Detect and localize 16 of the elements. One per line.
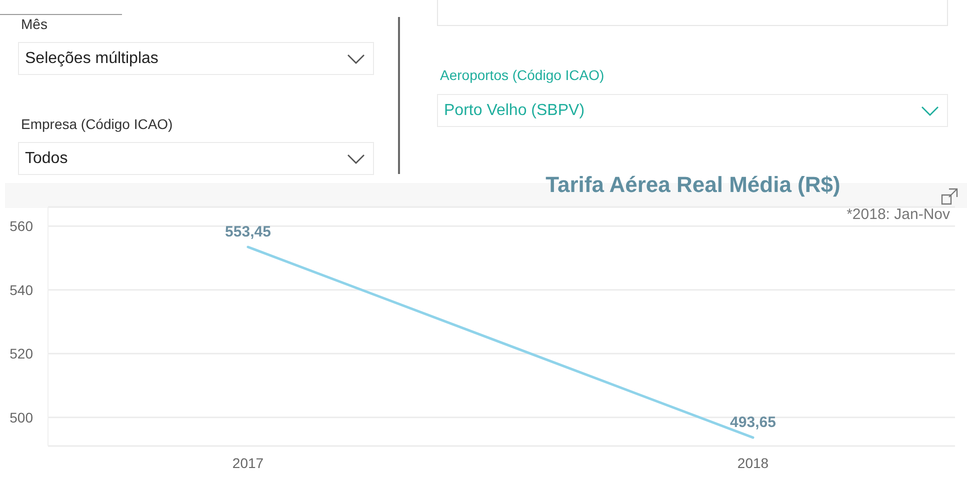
y-tick-label: 560	[10, 218, 34, 234]
x-tick-label: 2018	[737, 454, 769, 471]
y-tick-label: 540	[10, 282, 34, 298]
y-tick-label: 500	[10, 409, 34, 426]
dropdown-field: Todos	[18, 142, 374, 175]
dropdown-field: Porto Velho (SBPV)	[437, 94, 948, 127]
data-label: 553,45	[225, 223, 271, 240]
text: Empresa (Código ICAO)	[21, 116, 173, 132]
y-tick-label: 520	[10, 346, 34, 362]
chart-title: Tarifa Aérea Real Média (R$)	[544, 172, 842, 197]
annotation: *2018: Jan-Nov	[846, 206, 950, 224]
text: Aeroportos (Código ICAO)	[440, 67, 604, 83]
x-tick-label: 2017	[232, 454, 264, 471]
data-label: 493,65	[730, 414, 776, 432]
dropdown-field: Seleções múltiplas	[18, 42, 374, 75]
text: Mês	[21, 16, 48, 32]
